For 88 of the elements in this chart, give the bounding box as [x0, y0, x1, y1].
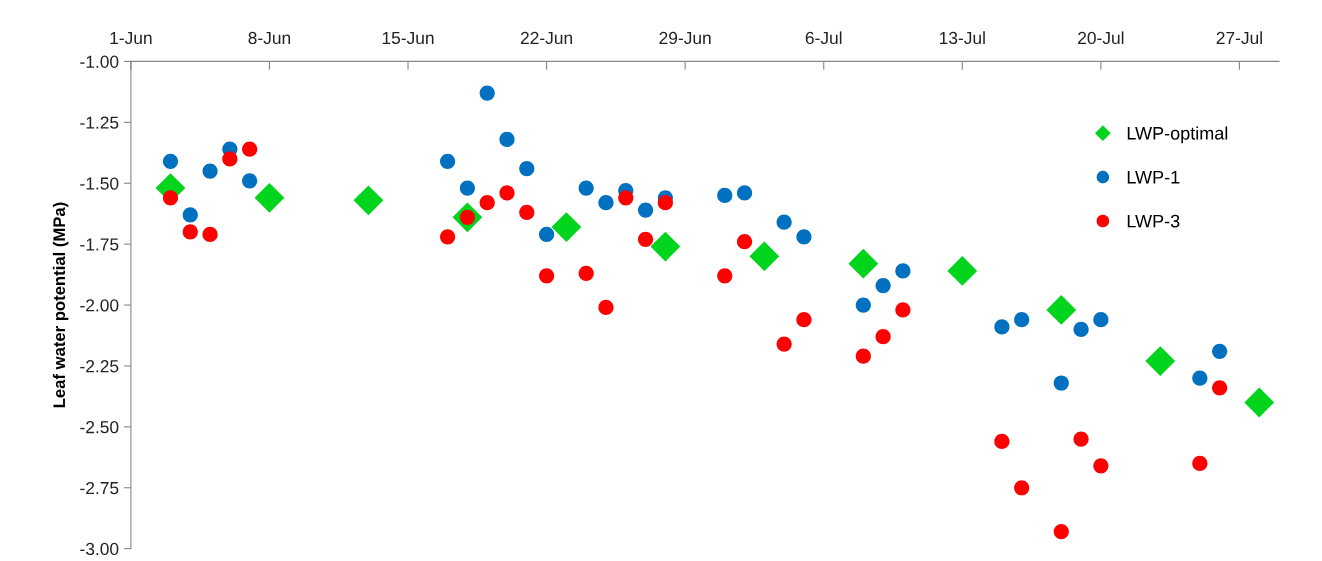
point	[1053, 524, 1069, 540]
point	[598, 299, 614, 316]
x-tick-label: 20-Jul	[1078, 31, 1124, 45]
point	[895, 263, 911, 279]
point	[650, 231, 681, 262]
point	[1046, 295, 1077, 325]
point	[242, 141, 258, 157]
point	[736, 234, 753, 250]
point	[994, 319, 1010, 335]
point	[657, 195, 673, 211]
point	[848, 248, 879, 279]
point	[736, 185, 753, 201]
point	[796, 229, 812, 245]
point	[459, 180, 476, 196]
x-tick-label: 27-Jul	[1216, 31, 1262, 45]
point	[182, 224, 198, 240]
point	[1212, 343, 1228, 359]
point	[994, 433, 1010, 450]
point	[519, 161, 535, 177]
point	[242, 173, 258, 189]
point	[353, 185, 384, 216]
point	[749, 241, 780, 272]
point	[855, 297, 871, 313]
y-tick-label: -2.75	[80, 481, 119, 495]
x-tick-label: 15-Jun	[382, 31, 434, 45]
point	[637, 202, 654, 218]
point	[1014, 480, 1030, 496]
y-tick-label: -2.50	[80, 421, 119, 434]
point	[1073, 431, 1089, 447]
point	[254, 182, 285, 213]
point	[538, 226, 555, 242]
legend-label: LWP-1	[1127, 170, 1180, 184]
point	[1093, 312, 1109, 328]
y-tick-label: -1.00	[80, 55, 119, 68]
point	[618, 190, 634, 206]
legend-label: LWP-optimal	[1127, 126, 1228, 144]
point	[776, 336, 792, 352]
legend-label: LWP-3	[1127, 214, 1180, 228]
point	[1192, 455, 1208, 471]
point	[162, 190, 179, 206]
point	[1244, 387, 1275, 418]
point	[440, 229, 456, 245]
y-tick-label: -3.00	[80, 542, 119, 556]
y-tick-label: -2.25	[80, 360, 119, 373]
point	[1093, 458, 1109, 474]
point	[182, 207, 198, 223]
x-tick-label: 13-Jul	[939, 31, 985, 45]
y-tick-label: -1.75	[80, 238, 119, 251]
y-tick-label: -2.00	[80, 299, 119, 312]
point	[855, 348, 871, 364]
point	[202, 163, 218, 179]
point	[499, 131, 515, 147]
point	[202, 226, 218, 242]
point	[440, 153, 456, 169]
point	[578, 265, 594, 281]
point	[875, 329, 891, 345]
x-tick-label: 6-Jul	[805, 31, 842, 45]
x-tick-label: 29-Jun	[659, 31, 711, 45]
point	[1014, 312, 1030, 328]
point	[1073, 321, 1089, 338]
point	[222, 151, 238, 167]
point	[717, 187, 733, 204]
point	[895, 302, 911, 318]
point	[499, 185, 515, 201]
point	[717, 268, 733, 284]
point	[598, 195, 614, 211]
point	[162, 153, 179, 169]
point	[637, 231, 654, 247]
point	[479, 195, 495, 211]
point	[947, 256, 978, 286]
point	[538, 268, 555, 284]
x-tick-label: 8-Jun	[248, 31, 291, 45]
point	[875, 277, 891, 294]
point	[1145, 346, 1176, 376]
y-tick-label: -1.50	[80, 177, 119, 190]
point	[776, 214, 792, 230]
point	[479, 85, 495, 101]
point	[519, 204, 535, 221]
point	[1212, 380, 1228, 396]
y-axis-title: Leaf water potential (MPa)	[52, 202, 69, 408]
point	[578, 180, 594, 196]
point	[796, 312, 812, 328]
x-tick-label: 1-Jun	[110, 31, 152, 45]
point	[1053, 375, 1069, 391]
y-tick-label: -1.25	[80, 116, 119, 129]
point	[551, 212, 582, 242]
point	[1192, 370, 1208, 386]
x-tick-label: 22-Jun	[520, 31, 573, 45]
